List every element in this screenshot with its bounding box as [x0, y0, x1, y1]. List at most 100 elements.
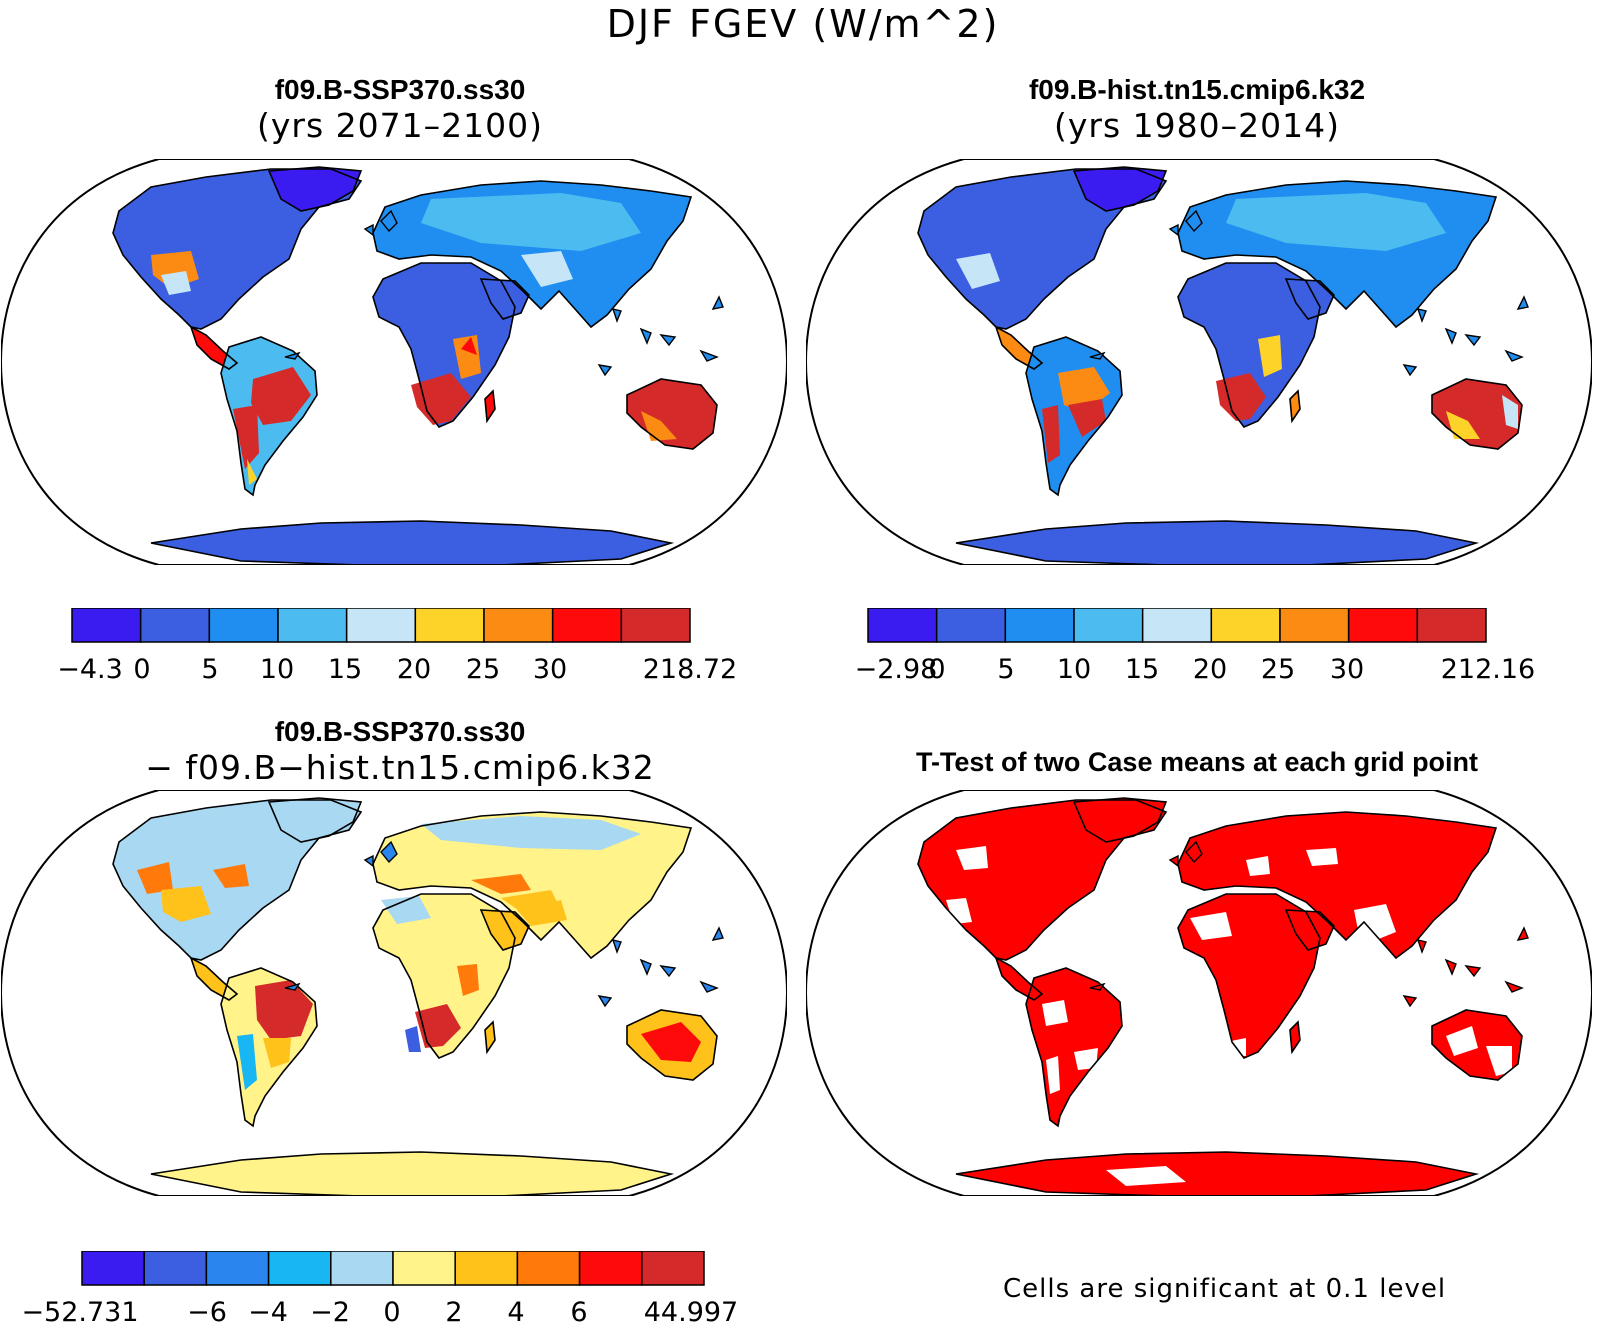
colorbar-label: −2: [310, 1297, 350, 1323]
coastline-centralAmerica: [189, 956, 239, 1001]
field-patch: [1190, 912, 1232, 940]
colorbar-label: 10: [260, 654, 294, 685]
colorbar-label: 212.16: [1441, 654, 1535, 685]
map-frame: [806, 790, 1592, 1196]
coastline-arabia: [1284, 278, 1335, 320]
coastline-southAmerica: [1025, 967, 1123, 1128]
colorbar-swatch: [71, 608, 142, 643]
colorbar-swatch: [208, 608, 279, 643]
field-patch: [1246, 856, 1270, 876]
field-patch: [381, 896, 431, 924]
field-patch: [461, 337, 477, 355]
colorbar-label: 4: [507, 1297, 524, 1323]
colorbar-swatch: [414, 608, 485, 643]
colorbar-swatch: [1347, 608, 1419, 643]
region-antarctica: [151, 1152, 671, 1196]
region-greenland: [269, 167, 361, 211]
island: [1402, 995, 1418, 1008]
colorbar-label: 15: [1125, 654, 1159, 685]
coastline-centralAmerica: [994, 956, 1044, 1001]
colorbar-swatch: [620, 608, 691, 643]
field-patch: [1046, 1056, 1060, 1094]
colorbar-label: 44.997: [644, 1297, 738, 1323]
island: [1089, 982, 1106, 991]
panel-ttest-title: T-Test of two Case means at each grid po…: [797, 747, 1597, 778]
coastline-southAmerica: [220, 336, 318, 497]
island: [639, 958, 652, 976]
map-ssp370: [1, 159, 787, 565]
colorbar-hist: −2.980 5 10 15 20 25 30 212.16: [855, 608, 1535, 685]
region-greenland: [1074, 167, 1166, 211]
island: [1464, 334, 1482, 347]
field-patch: [233, 405, 259, 469]
colorbar-swatch: [867, 608, 938, 643]
field-patch: [405, 1026, 421, 1052]
island: [1444, 958, 1457, 976]
coastline-africa: [372, 262, 516, 428]
significance-note: Cells are significant at 0.1 level: [1003, 1274, 1447, 1304]
island: [611, 939, 622, 955]
island: [699, 349, 719, 362]
colorbar-label: 5: [201, 654, 218, 685]
island: [284, 351, 301, 360]
coastline-australia: [626, 378, 718, 450]
field-patch: [421, 193, 641, 251]
region-antarctica: [956, 521, 1476, 565]
field-patch: [1486, 1046, 1512, 1076]
coastline-madagascar: [1289, 389, 1301, 424]
colorbar-swatch: [454, 1251, 519, 1286]
colorbar-label: 6: [570, 1297, 587, 1323]
coastline-arabia: [479, 278, 530, 320]
island: [1185, 209, 1203, 233]
region-antarctica: [956, 1152, 1476, 1196]
field-patch: [1258, 335, 1282, 377]
field-patch: [247, 459, 257, 485]
coastline-greenland: [267, 797, 363, 843]
colorbar-diff: −52.731 −6 −4 −2 0 2 4 6 44.997: [21, 1251, 738, 1323]
colorbar-swatch: [935, 608, 1007, 643]
island: [597, 995, 613, 1008]
coastline-arabia: [1284, 909, 1335, 951]
colorbar-label: 30: [1330, 654, 1364, 685]
field-patch: [237, 1034, 257, 1090]
island: [639, 327, 652, 345]
region-arabia: [1286, 910, 1334, 950]
coastline-eurasia: [372, 180, 693, 329]
panel-diff-subtraction: − f09.B−hist.tn15.cmip6.k32: [145, 748, 655, 787]
colorbar-label: 218.72: [643, 654, 737, 685]
region-arabia: [1286, 279, 1334, 319]
map-frame: [1, 159, 787, 565]
panel-ssp370-title: f09.B-SSP370.ss30 (yrs 2071–2100): [0, 74, 800, 145]
coastline-madagascar: [484, 389, 496, 424]
field-patch: [521, 251, 573, 287]
island: [699, 980, 719, 993]
colorbar-label: −4: [248, 1297, 288, 1323]
island: [711, 295, 724, 310]
island: [363, 854, 374, 868]
field-patch: [1216, 373, 1266, 421]
panel-ttest-title-text: T-Test of two Case means at each grid po…: [915, 747, 1479, 777]
colorbar-label: 2: [445, 1297, 462, 1323]
colorbar-swatch: [1210, 608, 1281, 643]
island: [1504, 980, 1524, 993]
colorbar-label: 0: [383, 1297, 400, 1323]
colorbar-swatch: [143, 1251, 208, 1286]
field-patch: [1068, 399, 1106, 437]
map-frame: [806, 159, 1592, 565]
colorbar-swatch: [277, 608, 348, 643]
panel-diff-title: f09.B-SSP370.ss30 − f09.B−hist.tn15.cmip…: [0, 716, 800, 787]
coastline-madagascar: [1289, 1020, 1301, 1055]
colorbar-label: 0: [133, 654, 150, 685]
colorbar-swatch: [641, 1251, 705, 1286]
coastline-centralAmerica: [189, 325, 239, 370]
colorbar-swatch: [516, 1251, 581, 1286]
field-patch: [1042, 405, 1060, 463]
colorbar-swatch: [330, 1251, 394, 1286]
field-patch: [956, 253, 1000, 289]
colorbar-swatch: [1279, 608, 1350, 643]
panel-ssp370-years: (yrs 2071–2100): [257, 106, 543, 145]
region-greenland: [1074, 798, 1166, 842]
field-patch: [251, 367, 311, 425]
island: [1185, 840, 1203, 864]
field-patch: [1446, 1026, 1478, 1056]
